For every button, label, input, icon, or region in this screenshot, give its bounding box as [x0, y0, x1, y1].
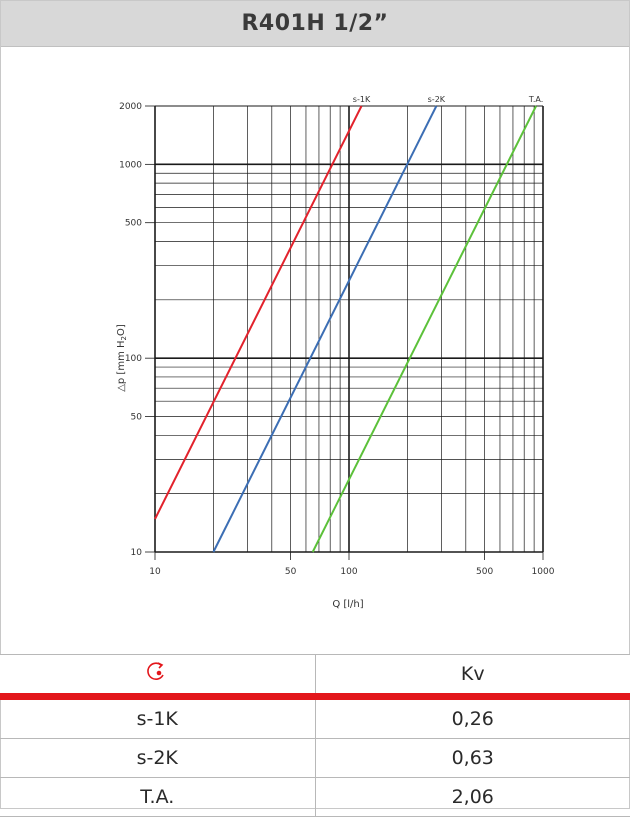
y-tick-label: 100	[125, 354, 142, 364]
x-tick-label: 1000	[532, 567, 555, 577]
x-tick-label: 100	[340, 567, 357, 577]
x-axis-label: Q [l/h]	[332, 599, 363, 610]
y-tick-label: 1000	[119, 160, 142, 170]
row-value: 2,06	[316, 778, 630, 816]
y-tick-label: 500	[125, 219, 142, 229]
x-tick-label: 50	[285, 567, 297, 577]
row-value: 0,26	[316, 700, 630, 738]
chart-title: R401H 1/2”	[241, 11, 388, 36]
title-bar: R401H 1/2”	[1, 1, 629, 47]
series-label: T.A.	[528, 95, 543, 104]
row-label: T.A.	[0, 778, 316, 816]
series-label: s-1K	[353, 95, 371, 104]
kv-table: Kv s-1K 0,26 s-2K 0,63 T.A. 2,06	[0, 654, 630, 817]
table-row: s-2K 0,63	[0, 739, 630, 778]
table-row: s-1K 0,26	[0, 700, 630, 739]
table-header-row: Kv	[0, 654, 630, 693]
table-row: T.A. 2,06	[0, 778, 630, 817]
row-label: s-2K	[0, 739, 316, 777]
x-tick-label: 10	[149, 567, 161, 577]
series-labels: s-1K s-2K T.A.	[353, 95, 543, 104]
y-axis-label: △p [mm H2O]	[116, 324, 128, 392]
x-tick-label: 500	[476, 567, 493, 577]
header-accent-line	[0, 693, 630, 700]
series-label: s-2K	[428, 95, 446, 104]
row-value: 0,63	[316, 739, 630, 777]
header-icon-cell	[0, 655, 316, 693]
y-tick-label: 10	[131, 548, 143, 558]
row-label: s-1K	[0, 700, 316, 738]
header-kv: Kv	[316, 655, 630, 693]
y-tick-label: 2000	[119, 102, 142, 112]
y-tick-label: 50	[131, 413, 143, 423]
circular-arrow-icon	[146, 661, 168, 688]
